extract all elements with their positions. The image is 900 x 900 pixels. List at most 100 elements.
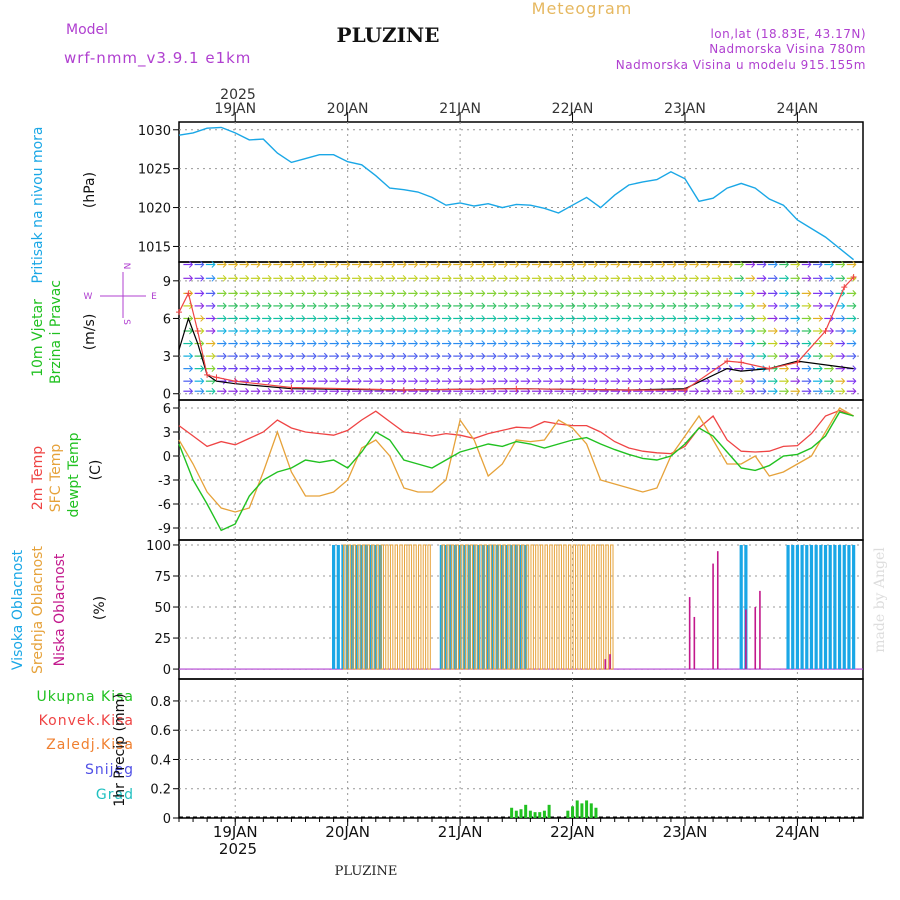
cloud-bar-high bbox=[486, 544, 490, 670]
wind-arrow-head bbox=[829, 327, 834, 335]
cloud-bar-mid bbox=[549, 544, 553, 670]
cloud-bar-mid bbox=[521, 544, 525, 670]
wind-arrow-head bbox=[672, 352, 677, 360]
wind-arrow-head bbox=[717, 290, 722, 297]
wind-arrow-head bbox=[661, 365, 666, 372]
bottom-year-label: 2025 bbox=[219, 840, 257, 858]
wind-arrow-head bbox=[638, 352, 643, 360]
wind-arrow-head bbox=[222, 327, 227, 335]
wind-arrow-head bbox=[267, 387, 272, 395]
cloud-bar-mid bbox=[469, 544, 473, 670]
wind-arrow-head bbox=[627, 352, 632, 360]
wind-arrow-head bbox=[818, 365, 823, 372]
wind-arrow-head bbox=[582, 327, 587, 335]
wind-arrow-head bbox=[593, 274, 598, 282]
wind-arrow-head bbox=[256, 274, 261, 282]
wind-arrow-head bbox=[413, 365, 418, 372]
top-day-label: 24JAN bbox=[777, 101, 819, 117]
wind-arrow-head bbox=[256, 340, 261, 347]
wind-arrow-head bbox=[211, 352, 216, 360]
wind-arrow-head bbox=[458, 302, 463, 310]
wind-arrow-head bbox=[233, 261, 239, 268]
wind-arrow-head bbox=[402, 340, 407, 347]
wind-arrow-head bbox=[312, 327, 317, 335]
wind-arrow-head bbox=[290, 274, 295, 282]
wind-arrow-head bbox=[346, 261, 351, 268]
wind-arrow-head bbox=[368, 261, 373, 268]
legend-hail: Grad bbox=[96, 787, 134, 803]
wind-arrow-head bbox=[447, 365, 452, 372]
wind-arrow-head bbox=[256, 352, 261, 360]
wind-arrow-head bbox=[627, 365, 632, 372]
wind-arrow-head bbox=[492, 352, 497, 360]
precip-bar-total bbox=[524, 804, 528, 818]
wind-arrow-head bbox=[638, 365, 643, 372]
wind-arrow-head bbox=[458, 290, 463, 297]
wind-arrow-head bbox=[560, 377, 565, 385]
precip-tick-label: 0.6 bbox=[150, 724, 171, 739]
cloud-bar-high bbox=[519, 544, 523, 670]
wind-arrow-head bbox=[560, 302, 565, 310]
wind-arrow-head bbox=[346, 302, 351, 310]
wind-arrow-head bbox=[852, 302, 857, 310]
wind-plot bbox=[176, 261, 857, 395]
wind-arrow-head bbox=[728, 290, 733, 297]
cloud-bar-mid bbox=[488, 544, 492, 670]
wind-arrow-head bbox=[458, 365, 463, 372]
wind-arrow-head bbox=[751, 290, 756, 297]
wind-arrow-head bbox=[571, 365, 576, 372]
wind-arrow-head bbox=[683, 340, 688, 347]
wind-arrow-head bbox=[560, 352, 565, 360]
wind-arrow-head bbox=[762, 340, 767, 347]
temp-tick-label: 6 bbox=[163, 402, 171, 417]
wind-arrow-head bbox=[694, 365, 700, 372]
bottom-day-label: 24JAN bbox=[775, 823, 820, 841]
wind-arrow-head bbox=[694, 315, 700, 322]
wind-arrow-head bbox=[739, 315, 745, 322]
pressure-tick-label: 1030 bbox=[138, 124, 171, 139]
wind-arrow-head bbox=[391, 274, 396, 282]
wind-arrow-head bbox=[267, 274, 272, 282]
wind-arrow-head bbox=[537, 274, 542, 282]
cloud-bar-low bbox=[688, 597, 691, 670]
cloud-bar-high bbox=[837, 544, 842, 670]
cloud-bar-high bbox=[847, 544, 851, 670]
temp-sfc-line bbox=[178, 407, 854, 513]
precip-tick-label: 0.4 bbox=[150, 753, 171, 768]
wind-arrow-head bbox=[402, 327, 407, 335]
wind-arrow-head bbox=[278, 315, 284, 322]
wind-arrow-head bbox=[773, 352, 778, 360]
wind-arrow-head bbox=[323, 365, 329, 372]
wind-arrow-head bbox=[605, 261, 610, 268]
wind-arrow-head bbox=[402, 315, 407, 322]
wind-arrow-head bbox=[593, 340, 598, 347]
wind-arrow-head bbox=[323, 290, 329, 297]
wind-arrow-head bbox=[717, 261, 722, 268]
wind-arrow-head bbox=[425, 261, 430, 268]
wind-arrow-head bbox=[616, 302, 621, 310]
wind-arrow-head bbox=[605, 327, 610, 335]
precip-bar-total bbox=[566, 810, 570, 818]
cloud-bar-high bbox=[369, 544, 373, 670]
wind-arrow-head bbox=[256, 387, 261, 395]
wind-arrow-head bbox=[189, 365, 194, 372]
wind-arrow-head bbox=[751, 261, 756, 268]
wind-arrow-head bbox=[638, 302, 643, 310]
wind-arrow-head bbox=[616, 315, 621, 322]
cloud-tick-label: 50 bbox=[154, 601, 171, 616]
cloud-bar-mid bbox=[460, 544, 464, 670]
cloud-bar-mid bbox=[413, 544, 417, 670]
wind-arrow-head bbox=[245, 352, 250, 360]
wind-arrow-head bbox=[706, 290, 711, 297]
wind-arrow-head bbox=[683, 274, 688, 282]
wind-arrow-head bbox=[807, 274, 812, 282]
precip-unit: 1hr Precip (mm) bbox=[112, 693, 128, 806]
wind-arrow-head bbox=[661, 274, 666, 282]
wind-arrow-head bbox=[762, 290, 767, 297]
wind-arrow-head bbox=[447, 302, 452, 310]
wind-arrow-head bbox=[672, 290, 677, 297]
wind-arrow-head bbox=[515, 261, 520, 268]
wind-arrow-head bbox=[515, 290, 520, 297]
wind-arrow-head bbox=[380, 352, 385, 360]
